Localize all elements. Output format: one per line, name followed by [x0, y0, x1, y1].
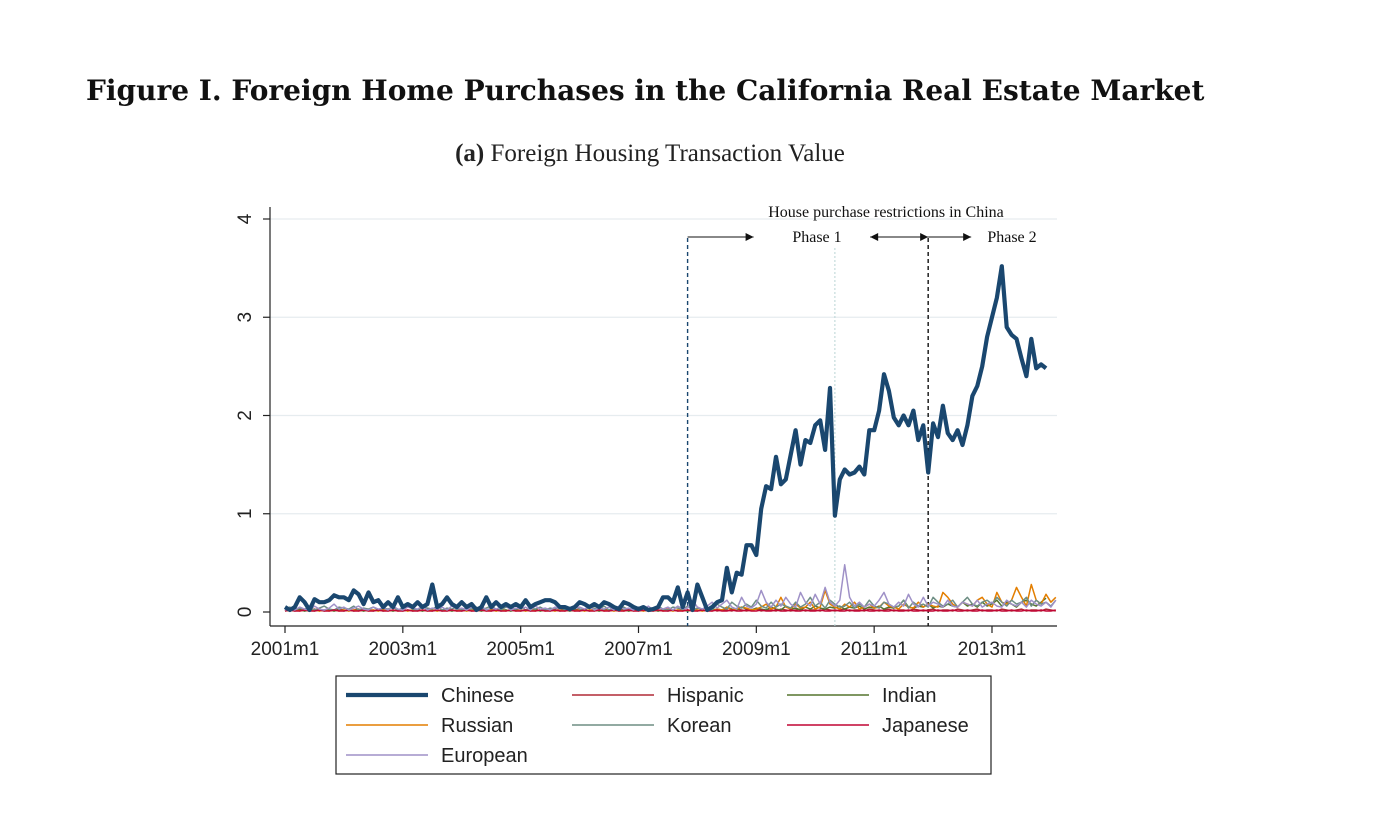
phase-lines — [686, 233, 972, 626]
legend-box — [335, 675, 992, 775]
x-tick-label: 2011m1 — [841, 639, 908, 660]
x-tick-label: 2007m1 — [604, 639, 673, 660]
legend-label-japanese: Japanese — [882, 715, 969, 737]
x-tick-label: 2003m1 — [368, 639, 437, 660]
y-tick-label: 2 — [235, 410, 256, 421]
annotation-phase1: Phase 1 — [792, 229, 841, 246]
y-tick-label: 3 — [235, 312, 256, 323]
phase2-arrow-head — [963, 233, 972, 241]
legend-label-hispanic: Hispanic — [667, 685, 744, 707]
series-line-chinese — [283, 264, 1048, 613]
subtitle-label: (a) — [455, 140, 485, 167]
legend-label-european: European — [441, 745, 528, 767]
series-line-japanese — [284, 609, 1056, 612]
subtitle-text: Foreign Housing Transaction Value — [490, 140, 845, 167]
chart-subtitle: (a) Foreign Housing Transaction Value — [0, 140, 1300, 168]
x-tick-label: 2013m1 — [958, 639, 1027, 660]
phase1-end-arrow-tail — [870, 233, 879, 241]
y-tick-label: 4 — [235, 213, 256, 224]
legend-label-chinese: Chinese — [441, 685, 514, 707]
y-tick-label: 1 — [235, 508, 256, 519]
legend: Chinese Hispanic Indian Russian Korean Japane… — [335, 675, 992, 775]
phase1-end-arrow-head — [920, 233, 929, 241]
annotations: House purchase restrictions in China Pha… — [768, 204, 1036, 246]
legend-label-russian: Russian — [441, 715, 513, 737]
legend-label-korean: Korean — [667, 715, 732, 737]
x-tick-label: 2005m1 — [486, 639, 555, 660]
annotation-phase2: Phase 2 — [987, 229, 1036, 246]
y-tick-label: 0 — [235, 607, 256, 618]
x-tick-label: 2001m1 — [251, 639, 320, 660]
series-lines — [283, 264, 1057, 613]
grid-lines — [270, 218, 1057, 515]
x-tick-label: 2009m1 — [722, 639, 791, 660]
figure-title: Figure I. Foreign Home Purchases in the … — [86, 74, 1205, 107]
phase1-arrow-head — [745, 233, 754, 241]
legend-label-indian: Indian — [882, 685, 937, 707]
annotation-header: House purchase restrictions in China — [768, 204, 1004, 221]
axes: 0 1 2 3 4 2001m1 2003m1 2005m1 2007m1 2009m1 2011m… — [235, 207, 1057, 660]
